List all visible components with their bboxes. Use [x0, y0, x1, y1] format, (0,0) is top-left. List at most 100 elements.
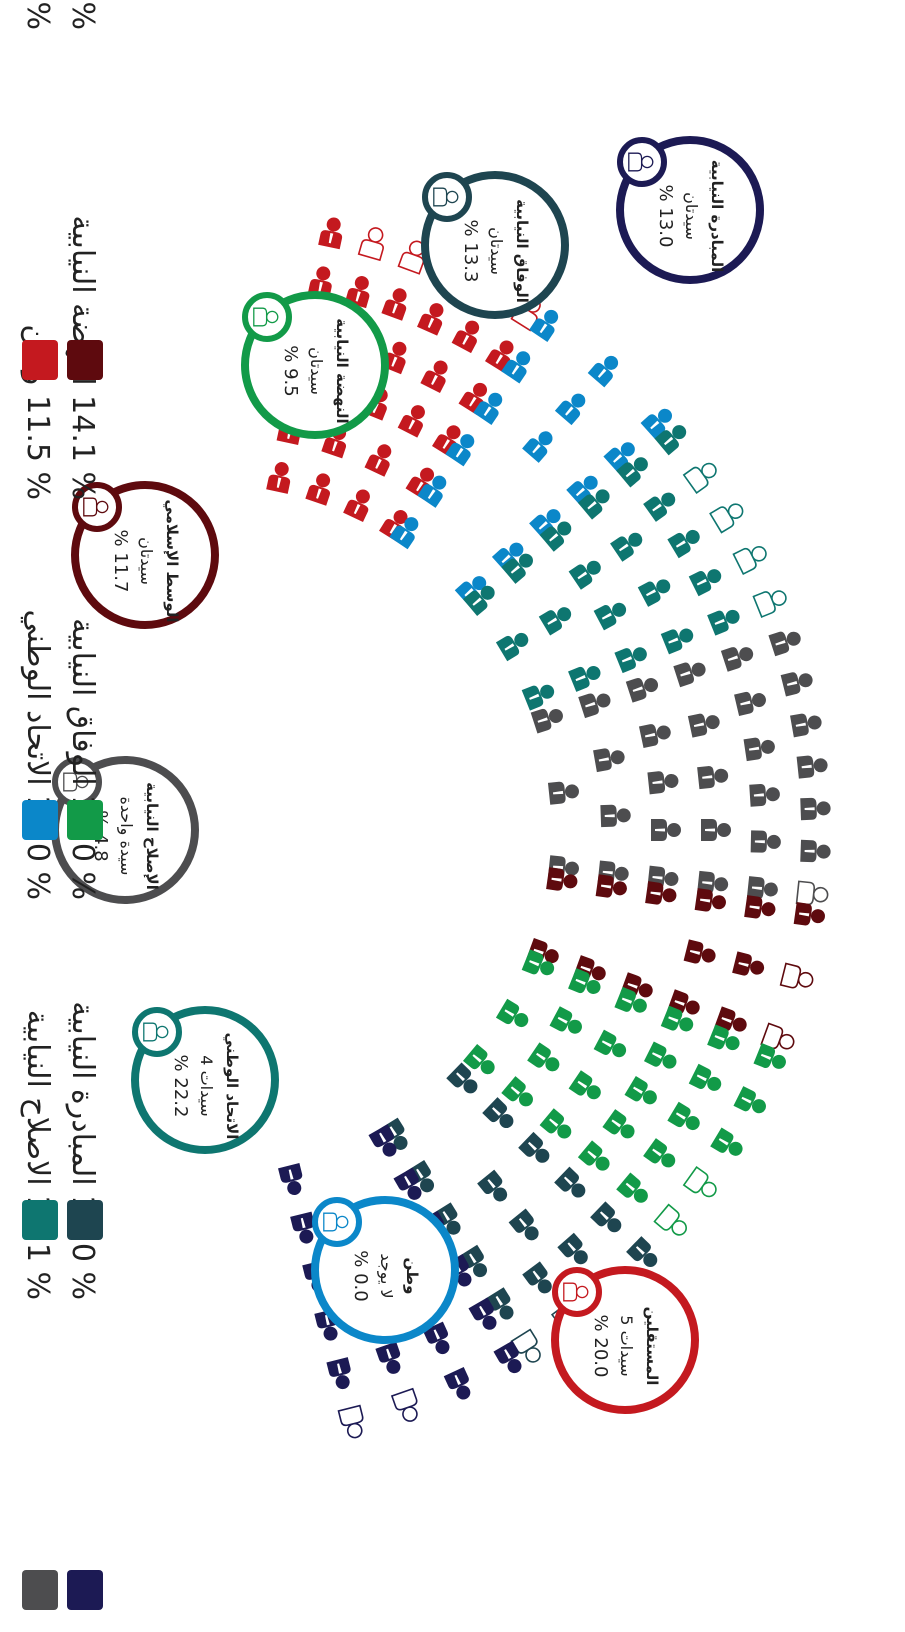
legend-label: % 14.1 الاصلاح النيابية: [20, 1010, 55, 1300]
nahda-seat: [495, 998, 533, 1034]
nahda-seat: [501, 1076, 539, 1113]
national-union-seat: [643, 486, 681, 522]
watan-seat: [522, 425, 559, 463]
wifaq-seat: [518, 1131, 556, 1169]
nahda-seat: [688, 1063, 726, 1097]
islah-seat: [790, 710, 824, 738]
women-circle-women-count-text: 5 سيدات: [617, 1315, 636, 1376]
national-union-seat: [610, 526, 648, 562]
national-union-seat: [568, 554, 606, 590]
national-union-seat: [462, 579, 501, 617]
legend-label: % 10.0 المبادرة النيابية: [65, 1001, 100, 1300]
legend-swatch: [22, 340, 58, 380]
independents-seat: [307, 264, 336, 299]
independents-seat: [305, 470, 336, 506]
independents-seat: [361, 384, 394, 421]
women-circle-women-pct-text: % 9.5: [280, 345, 301, 396]
independents-seat: [343, 485, 376, 522]
islah-seat: [750, 830, 782, 854]
islah-seat: [638, 720, 673, 749]
mubadara-seat: [393, 1167, 428, 1205]
wifaq-seat: [446, 1062, 484, 1100]
wifaq-seat: [485, 1287, 520, 1325]
mubadara-seat: [290, 1211, 319, 1247]
watan-seat: [454, 570, 492, 607]
national-union-seat: [521, 678, 558, 711]
nahda-seat: [521, 949, 558, 982]
women-circle-women-pct-text: % 11.7: [110, 530, 131, 593]
national-union-seat: [667, 523, 705, 559]
women-circle-women-pct-text: % 13.0: [655, 185, 676, 248]
watan-seat: [529, 503, 567, 540]
watan-seat: [389, 512, 425, 550]
women-circle-circle-title: المستقلين: [643, 1307, 661, 1386]
islah-seat: [547, 855, 581, 881]
wifaq-seat: [522, 1261, 558, 1299]
independents-seat: [451, 316, 486, 354]
islah-seat: [800, 797, 832, 821]
wasat-seat: [793, 902, 827, 929]
watan-seat: [445, 429, 481, 467]
women-circle-women-pct-text: % 20.0: [590, 1315, 611, 1378]
wasat-seat: [694, 888, 728, 915]
islah-seat: [746, 876, 779, 902]
women-circle-women-count-text: سيدتان: [487, 227, 506, 275]
women-circle: المستقلين 5 سيدات % 20.0: [551, 1266, 699, 1414]
women-circle: الوفاق النيابية سيدتان % 13.3: [421, 171, 569, 319]
national-union-seat: [538, 601, 576, 636]
women-circle-women-count-text: سيدتان: [307, 347, 326, 395]
nahda-seat: [593, 1029, 631, 1064]
islah-seat: [578, 687, 614, 719]
islah-seat: [625, 672, 662, 703]
independents-seat: [405, 462, 441, 501]
mubadara-seat: [326, 1357, 356, 1392]
women-circle-women-pct-text: % 13.3: [460, 220, 481, 283]
wasat-seat: [546, 867, 579, 894]
wifaq-seat: [626, 1236, 663, 1273]
women-circle-women-count-text: 4 سيدات: [197, 1055, 216, 1116]
women-circle: النهضة النيابية سيدتان % 9.5: [241, 291, 389, 439]
national-union-seat: [593, 596, 631, 631]
wifaq-seat: [557, 1232, 594, 1270]
islah-seat: [673, 656, 709, 688]
mubadara-seat: [337, 1404, 368, 1441]
wasat-seat: [595, 874, 629, 901]
mubadara-seat: [391, 1387, 424, 1426]
independents-seat: [344, 273, 375, 309]
women-circle-circle-title: الوسط الإسلامي: [163, 499, 181, 622]
national-union-seat: [614, 641, 651, 674]
wifaq-seat: [432, 1202, 467, 1240]
national-union-seat: [495, 626, 533, 662]
islah-seat: [687, 709, 722, 738]
independents-seat: [417, 299, 450, 336]
islah-seat: [720, 641, 757, 672]
legend-swatch: [22, 1570, 58, 1610]
national-union-seat: [501, 547, 539, 584]
islah-seat: [796, 753, 829, 779]
legend-label: % 12.0 الاتحاد الوطني: [20, 610, 55, 900]
women-circle: المبادرة النيابية سيدتان % 13.0: [616, 136, 764, 284]
mubadara-seat: [368, 1124, 403, 1162]
wasat-seat: [573, 955, 610, 987]
women-circle-circle-title: الإصلاح النيابية: [143, 782, 161, 890]
wifaq-seat: [405, 1159, 441, 1198]
women-circle-circle-title: الاتحاد الوطني: [223, 1033, 241, 1140]
nahda-seat: [462, 1043, 501, 1081]
islah-seat: [647, 865, 680, 891]
mubadara-seat: [375, 1341, 407, 1378]
wifaq-seat: [379, 1117, 414, 1155]
national-union-seat: [709, 497, 749, 534]
independents-seat: [432, 420, 467, 458]
legend-item: % 12.0 الاتحاد الوطني: [20, 610, 58, 1240]
islah-seat: [743, 734, 777, 762]
islah-seat: [697, 764, 730, 790]
islah-seat: [547, 779, 581, 805]
national-union-seat: [688, 563, 726, 597]
mubadara-seat: [314, 1308, 343, 1344]
legend-label: % 10.0 الوفاق النيابية: [65, 618, 100, 900]
national-union-seat: [683, 456, 722, 494]
nahda-seat: [643, 1138, 681, 1174]
wasat-seat: [645, 881, 678, 908]
islah-seat: [749, 782, 781, 807]
